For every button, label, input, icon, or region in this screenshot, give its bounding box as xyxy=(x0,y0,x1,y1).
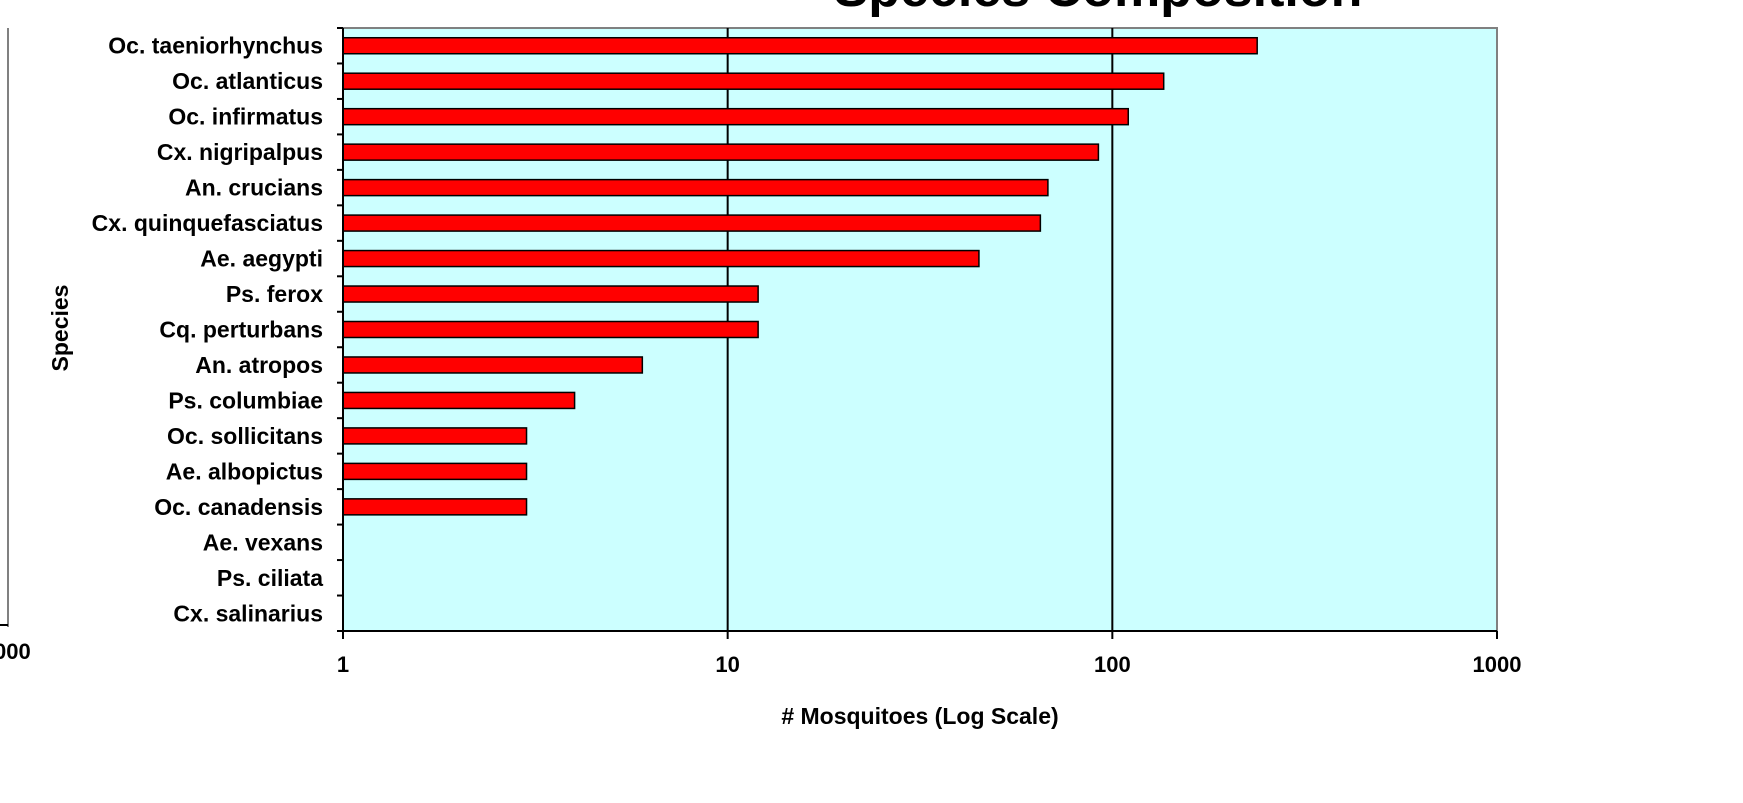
bar-oc-taeniorhynchus xyxy=(342,36,1258,55)
chart-title: Species Composition xyxy=(834,0,1363,18)
axes xyxy=(337,27,1498,639)
bar-cx-nigripalpus xyxy=(342,143,1100,161)
category-labels: Oc. taeniorhynchus Oc. atlanticus Oc. infi… xyxy=(92,33,324,627)
category-label: Oc. sollicitans xyxy=(167,423,323,449)
bars xyxy=(342,36,1258,516)
bar-cx-quinquefasciatus xyxy=(342,214,1042,232)
x-axis-title: # Mosquitoes (Log Scale) xyxy=(781,703,1058,729)
category-label: Ae. albopictus xyxy=(166,458,323,484)
bar-oc-atlanticus xyxy=(342,72,1165,90)
category-label: Cx. quinquefasciatus xyxy=(92,210,323,236)
bar-cq-perturbans xyxy=(342,320,759,339)
bar-oc-canadensis xyxy=(342,498,528,516)
category-label: Oc. atlanticus xyxy=(172,68,323,94)
bar-ps-ferox xyxy=(342,285,759,303)
bar-ae-albopictus xyxy=(342,462,528,481)
category-label: Oc. infirmatus xyxy=(168,104,323,130)
bar-oc-sollicitans xyxy=(342,427,528,445)
category-label: Oc. taeniorhynchus xyxy=(108,33,323,59)
category-label: Ps. columbiae xyxy=(168,387,323,413)
category-label: An. atropos xyxy=(195,352,323,378)
bar-ae-aegypti xyxy=(342,249,980,268)
category-label: Cx. nigripalpus xyxy=(157,139,323,165)
category-label: Ae. aegypti xyxy=(200,246,323,272)
left-panel-tick-label: 000 xyxy=(0,639,31,664)
category-label: An. crucians xyxy=(185,175,323,201)
category-label: Cq. perturbans xyxy=(159,317,323,343)
bar-an-crucians xyxy=(342,178,1049,197)
category-label: Ps. ciliata xyxy=(217,565,323,591)
bar-ps-columbiae xyxy=(342,391,576,410)
category-label: Cx. salinarius xyxy=(173,600,323,626)
x-tick-label: 10 xyxy=(715,652,739,677)
x-tick-labels: 1 10 100 1000 xyxy=(337,652,1522,677)
bar-an-atropos xyxy=(342,356,644,374)
x-tick-label: 1000 xyxy=(1473,652,1522,677)
category-label: Oc. canadensis xyxy=(154,494,323,520)
category-label: Ps. ferox xyxy=(226,281,323,307)
y-axis-title: Species xyxy=(47,285,73,372)
x-tick-label: 1 xyxy=(337,652,349,677)
bar-oc-infirmatus xyxy=(342,107,1130,126)
x-tick-label: 100 xyxy=(1094,652,1131,677)
category-label: Ae. vexans xyxy=(203,529,323,555)
